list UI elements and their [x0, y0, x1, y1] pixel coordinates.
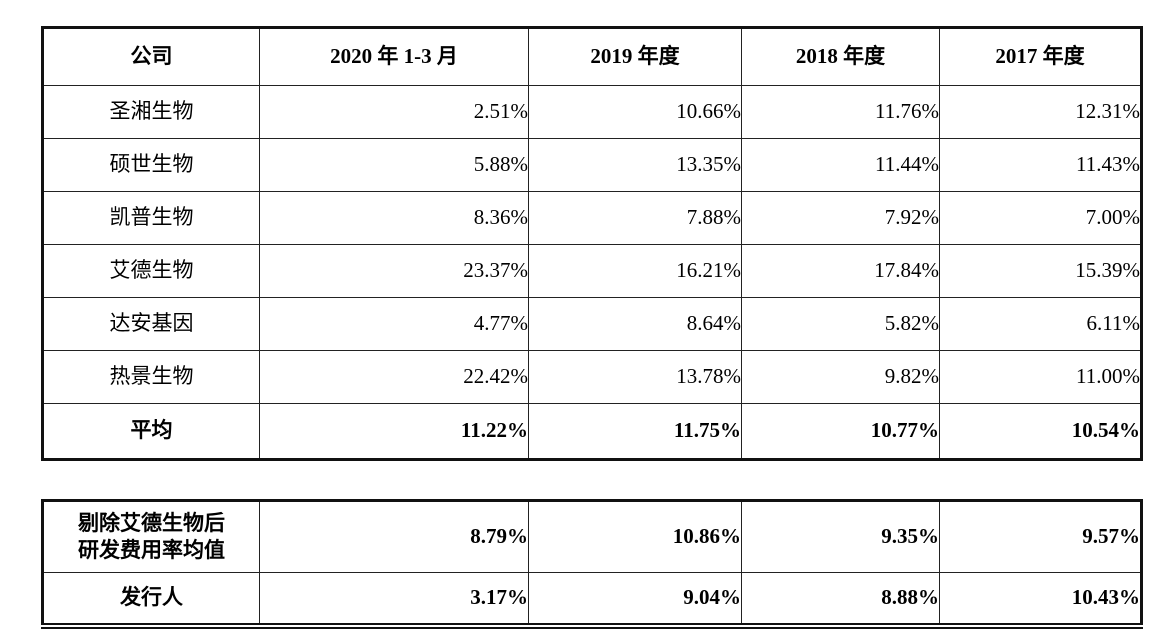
company-cell: 圣湘生物 [42, 85, 260, 139]
value-cell: 5.88% [259, 138, 529, 192]
company-cell: 剔除艾德生物后 研发费用率均值 [42, 500, 260, 573]
header-row: 公司 2020 年 1-3 月 2019 年度 2018 年度 2017 年度 [42, 27, 1142, 86]
company-cell: 达安基因 [42, 297, 260, 351]
value-cell: 17.84% [741, 244, 940, 298]
value-cell: 6.11% [939, 297, 1142, 351]
value-cell: 11.75% [528, 403, 742, 460]
value-cell: 9.35% [741, 500, 940, 573]
value-cell: 9.04% [528, 572, 742, 627]
value-cell: 3.17% [259, 572, 529, 627]
company-cell: 热景生物 [42, 350, 260, 404]
value-cell: 9.82% [741, 350, 940, 404]
company-cell: 艾德生物 [42, 244, 260, 298]
value-cell: 7.92% [741, 191, 940, 245]
value-cell: 11.22% [259, 403, 529, 460]
value-cell: 8.64% [528, 297, 742, 351]
company-cell: 凯普生物 [42, 191, 260, 245]
value-cell: 4.77% [259, 297, 529, 351]
value-cell: 7.00% [939, 191, 1142, 245]
value-cell: 10.86% [528, 500, 742, 573]
issuer-row: 发行人 3.17% 9.04% 8.88% 10.43% [42, 572, 1142, 627]
table-row: 硕世生物 5.88% 13.35% 11.44% 11.43% [42, 138, 1142, 192]
value-cell: 11.76% [741, 85, 940, 139]
value-cell: 23.37% [259, 244, 529, 298]
value-cell: 10.77% [741, 403, 940, 460]
average-row: 平均 11.22% 11.75% 10.77% 10.54% [42, 403, 1142, 460]
column-header-2019: 2019 年度 [528, 27, 742, 86]
value-cell: 13.78% [528, 350, 742, 404]
value-cell: 2.51% [259, 85, 529, 139]
table-row: 达安基因 4.77% 8.64% 5.82% 6.11% [42, 297, 1142, 351]
value-cell: 10.66% [528, 85, 742, 139]
table-row: 圣湘生物 2.51% 10.66% 11.76% 12.31% [42, 85, 1142, 139]
value-cell: 12.31% [939, 85, 1142, 139]
value-cell: 22.42% [259, 350, 529, 404]
column-header-2020q1: 2020 年 1-3 月 [259, 27, 529, 86]
value-cell: 11.00% [939, 350, 1142, 404]
value-cell: 8.88% [741, 572, 940, 627]
value-cell: 5.82% [741, 297, 940, 351]
table-row: 艾德生物 23.37% 16.21% 17.84% 15.39% [42, 244, 1142, 298]
value-cell: 11.44% [741, 138, 940, 192]
value-cell: 10.54% [939, 403, 1142, 460]
value-cell: 8.79% [259, 500, 529, 573]
company-cell: 硕世生物 [42, 138, 260, 192]
value-cell: 15.39% [939, 244, 1142, 298]
value-cell: 11.43% [939, 138, 1142, 192]
value-cell: 8.36% [259, 191, 529, 245]
excl-aide-average-row: 剔除艾德生物后 研发费用率均值 8.79% 10.86% 9.35% 9.57% [42, 500, 1142, 573]
column-header-2018: 2018 年度 [741, 27, 940, 86]
column-header-2017: 2017 年度 [939, 27, 1142, 86]
value-cell: 7.88% [528, 191, 742, 245]
column-header-company: 公司 [42, 27, 260, 86]
value-cell: 10.43% [939, 572, 1142, 627]
summary-table: 剔除艾德生物后 研发费用率均值 8.79% 10.86% 9.35% 9.57%… [41, 499, 1143, 629]
company-cell: 平均 [42, 403, 260, 460]
value-cell: 16.21% [528, 244, 742, 298]
company-cell: 发行人 [42, 572, 260, 627]
table-row: 凯普生物 8.36% 7.88% 7.92% 7.00% [42, 191, 1142, 245]
peer-rd-expense-ratio-table: 公司 2020 年 1-3 月 2019 年度 2018 年度 2017 年度 … [41, 26, 1143, 461]
table-row: 热景生物 22.42% 13.78% 9.82% 11.00% [42, 350, 1142, 404]
value-cell: 13.35% [528, 138, 742, 192]
value-cell: 9.57% [939, 500, 1142, 573]
